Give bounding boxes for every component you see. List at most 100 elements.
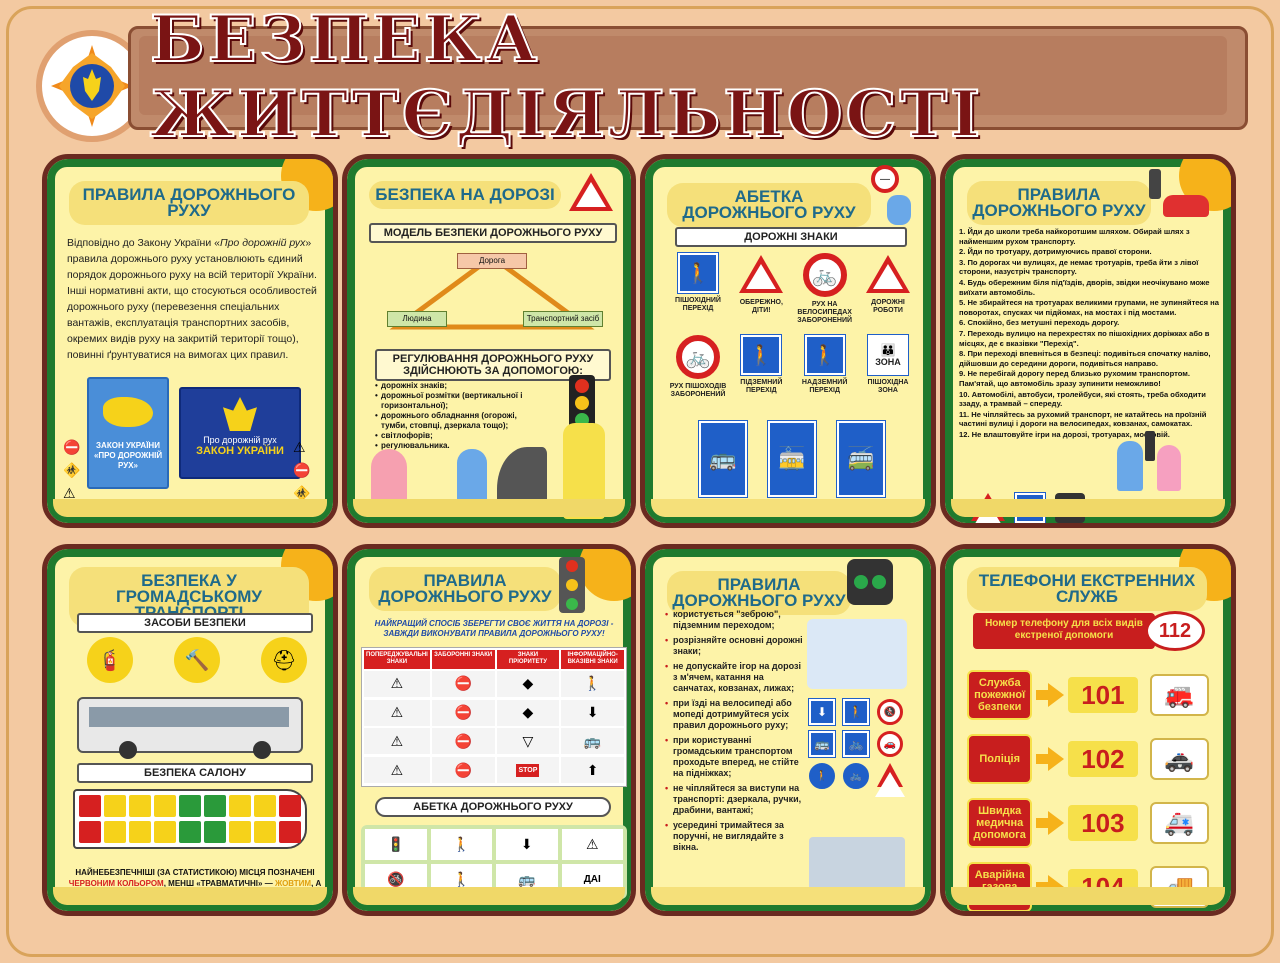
bus-stop-icon: 🚌	[698, 420, 748, 498]
underpass-icon: ⬇	[808, 698, 836, 726]
bicycle-path-icon: 🚲	[843, 763, 869, 789]
table-sign-cell: ⛔	[431, 757, 495, 784]
table-sign-cell: ◆	[496, 699, 560, 726]
road-sign: 🚶 ПІШОХІДНИЙ ПЕРЕХІД	[669, 252, 727, 325]
pedestrian-path-icon: 🚶	[809, 763, 835, 789]
signs-row-2: 🚲 РУХ ПІШОХОДІВ ЗАБОРОНЕНИЙ 🚶 ПІДЗЕМНИЙ ПЕР…	[669, 334, 917, 399]
common-number: 112	[1145, 611, 1205, 651]
rule-item: 9. Не перебігай дорогу перед близько рух…	[959, 369, 1190, 388]
panel-emergency-phones: ТЕЛЕФОНИ ЕКСТРЕННИХ СЛУЖБ Номер телефону…	[940, 544, 1236, 916]
mini-signs-left: ⛔ 🚸 ⚠	[63, 439, 85, 502]
law-book-blue: Про дорожній рух ЗАКОН УКРАЇНИ	[179, 387, 301, 479]
police-car-icon: 🚓	[1149, 738, 1209, 780]
table-sign-cell: 🚌	[561, 728, 624, 755]
panel-road-signs-abc: АБЕТКА ДОРОЖНЬОГО РУХУ — ДОРОЖНІ ЗНАКИ 🚶…	[640, 154, 936, 528]
trolleybus-stop-icon: 🚎	[836, 420, 886, 498]
service-name: Служба пожежної безпеки	[967, 670, 1033, 720]
table-header: ЗАБОРОННІ ЗНАКИ	[431, 650, 495, 669]
behavior-text: при користуванні громадським транспортом…	[673, 735, 799, 778]
rule-item: 3. По дорогах чи вулицях, де немає троту…	[959, 257, 1199, 277]
prohibition-sign-icon: 🚲	[802, 253, 847, 297]
fire-truck-icon: 🚒	[1149, 674, 1209, 716]
panel-traffic-rules-signs: ПРАВИЛА ДОРОЖНЬОГО РУХУ НАЙКРАЩИЙ СПОСІБ…	[342, 544, 636, 916]
seat-map	[73, 789, 307, 849]
behavior-item: • не допускайте ігор на дорозі з м'ячем, …	[665, 661, 805, 694]
safety-means-row: 🧯 🔨 ⛑	[87, 637, 307, 683]
service-number[interactable]: 102	[1068, 741, 1138, 777]
stop-sign-icon: STOP	[516, 763, 540, 777]
page-title: БЕЗПЕКА ЖИТТЄДІЯЛЬНОСТІ	[149, 1, 983, 153]
no-pedestrian-icon: 🚷	[877, 699, 903, 725]
rule-item: 2. Йди по тротуару, дотримуючись правої …	[959, 247, 1152, 257]
panel-behavior-rules: ПРАВИЛА ДОРОЖНЬОГО РУХУ • користується "з…	[640, 544, 936, 916]
seat	[129, 795, 151, 817]
subtitle: ДОРОЖНІ ЗНАКИ	[675, 227, 907, 247]
panel-public-transport-safety: БЕЗПЕКА У ГРОМАДСЬКОМУ ТРАНСПОРТІ ЗАСОБИ…	[42, 544, 338, 916]
bullet-icon: •	[375, 411, 378, 420]
bicycle-path-icon: 🚲	[842, 730, 870, 758]
crosswalk-icon: 🚶	[430, 829, 492, 860]
behavior-text: при їзді на велосипеді або мопеді дотрим…	[673, 698, 792, 730]
rule-item: 4. Будь обережним біля під'їздів, дворів…	[959, 277, 1210, 297]
sign-label: ДОРОЖНІ РОБОТИ	[871, 299, 905, 314]
seat	[129, 820, 151, 843]
road-sign: 🚲 РУХ НА ВЕЛОСИПЕДАХ ЗАБОРОНЕНИЙ	[796, 253, 854, 325]
panel-title: ПРАВИЛА ДОРОЖНЬОГО РУХУ	[369, 567, 561, 611]
bus-illustration	[77, 697, 303, 759]
traffic-light-sign-icon	[569, 173, 613, 211]
table-header: ЗНАКИ ПРІОРИТЕТУ	[496, 650, 560, 669]
table-sign-cell: ⛔	[431, 670, 495, 697]
model-title: МОДЕЛЬ БЕЗПЕКИ ДОРОЖНЬОГО РУХУ	[369, 223, 617, 243]
tram-stop-icon: 🚋	[767, 420, 817, 498]
regulation-item: • дорожньої розмітки (вертикальної і гори…	[375, 391, 523, 410]
rule-item: 7. Переходь вулицю на перехрестях по піш…	[959, 328, 1210, 348]
panel-title: ТЕЛЕФОНИ ЕКСТРЕННИХ СЛУЖБ	[967, 567, 1207, 611]
bus-stop-icon: 🚌	[808, 730, 836, 758]
service-name: Поліція	[967, 734, 1033, 784]
road-sign: 🚲 РУХ ПІШОХОДІВ ЗАБОРОНЕНИЙ	[669, 335, 727, 399]
info-sign-icon: 👪 ЗОНА	[866, 334, 909, 376]
bullet-icon: •	[665, 661, 669, 671]
seat	[104, 795, 126, 817]
bullet-icon: •	[375, 391, 378, 400]
panel-traffic-rules-law: ПРАВИЛА ДОРОЖНЬОГО РУХУ Відповідно до За…	[42, 154, 338, 528]
seat	[104, 820, 126, 843]
service-number[interactable]: 101	[1068, 677, 1138, 713]
emergency-service-row: Швидка медична допомога 103 🚑	[967, 797, 1209, 849]
behavior-list: • користується "зеброю", підземним перехо…	[665, 609, 805, 857]
rule-item: 11. Не чіпляйтесь за рухомий транспорт, …	[959, 409, 1207, 429]
sign-label: РУХ ПІШОХОДІВ ЗАБОРОНЕНИЙ	[669, 383, 727, 398]
abc-signs: 🚦 🚶 ⬇ ⚠ 🚳 🚶 🚌 ДАІ	[361, 825, 627, 899]
abc-title: АБЕТКА ДОРОЖНЬОГО РУХУ	[375, 797, 611, 817]
sign-label: ОБЕРЕЖНО, ДІТИ!	[739, 299, 783, 314]
service-name: Швидка медична допомога	[967, 798, 1033, 848]
behavior-item: • користується "зеброю", підземним перехо…	[665, 609, 805, 631]
seat	[204, 820, 226, 843]
panel-title: ПРАВИЛА ДОРОЖНЬОГО РУХУ	[69, 181, 309, 225]
car-and-traffic-light-illustration	[1149, 169, 1209, 225]
behavior-item: • при їзді на велосипеді або мопеді дотри…	[665, 698, 805, 731]
rule-item: 1. Йди до школи треба найкоротшим шляхом…	[959, 227, 1190, 246]
bullet-icon: •	[375, 441, 378, 450]
first-aid-kit-icon: ⛑	[261, 637, 307, 683]
behavior-item: • розрізняйте основні дорожні знаки;	[665, 635, 805, 657]
regulation-item: • дорожніх знаків;	[375, 381, 448, 390]
seat	[179, 820, 201, 843]
service-number[interactable]: 103	[1068, 805, 1138, 841]
behavior-text: розрізняйте основні дорожні знаки;	[673, 635, 803, 656]
behavior-text: усередині тримайтеся за поручні, не вигл…	[673, 820, 784, 852]
warning-icon: ⚠	[63, 485, 76, 501]
safety-model-diagram: Дорога Людина Транспортний засіб	[387, 249, 603, 339]
behavior-item: • при користуванні громадським транспорто…	[665, 735, 805, 779]
behavior-text: користується "зеброю", підземним переход…	[673, 609, 781, 630]
rule-item: 5. Не збирайтеся на тротуарах великими г…	[959, 298, 1219, 317]
signs-row-1: 🚶 ПІШОХІДНИЙ ПЕРЕХІД ОБЕРЕЖНО, ДІТИ! 🚲 РУХ Н…	[669, 252, 917, 325]
seat	[279, 795, 301, 817]
law-text: Відповідно до Закону України «Про дорожн…	[67, 237, 317, 361]
arrow-right-icon	[1048, 747, 1065, 771]
bullet-icon: •	[375, 381, 378, 390]
table-sign-cell: ⛔	[431, 728, 495, 755]
bullet-icon: •	[665, 635, 669, 645]
table-header: ПОПЕРЕДЖУВАЛЬНІ ЗНАКИ	[364, 650, 430, 669]
seat	[179, 795, 201, 817]
